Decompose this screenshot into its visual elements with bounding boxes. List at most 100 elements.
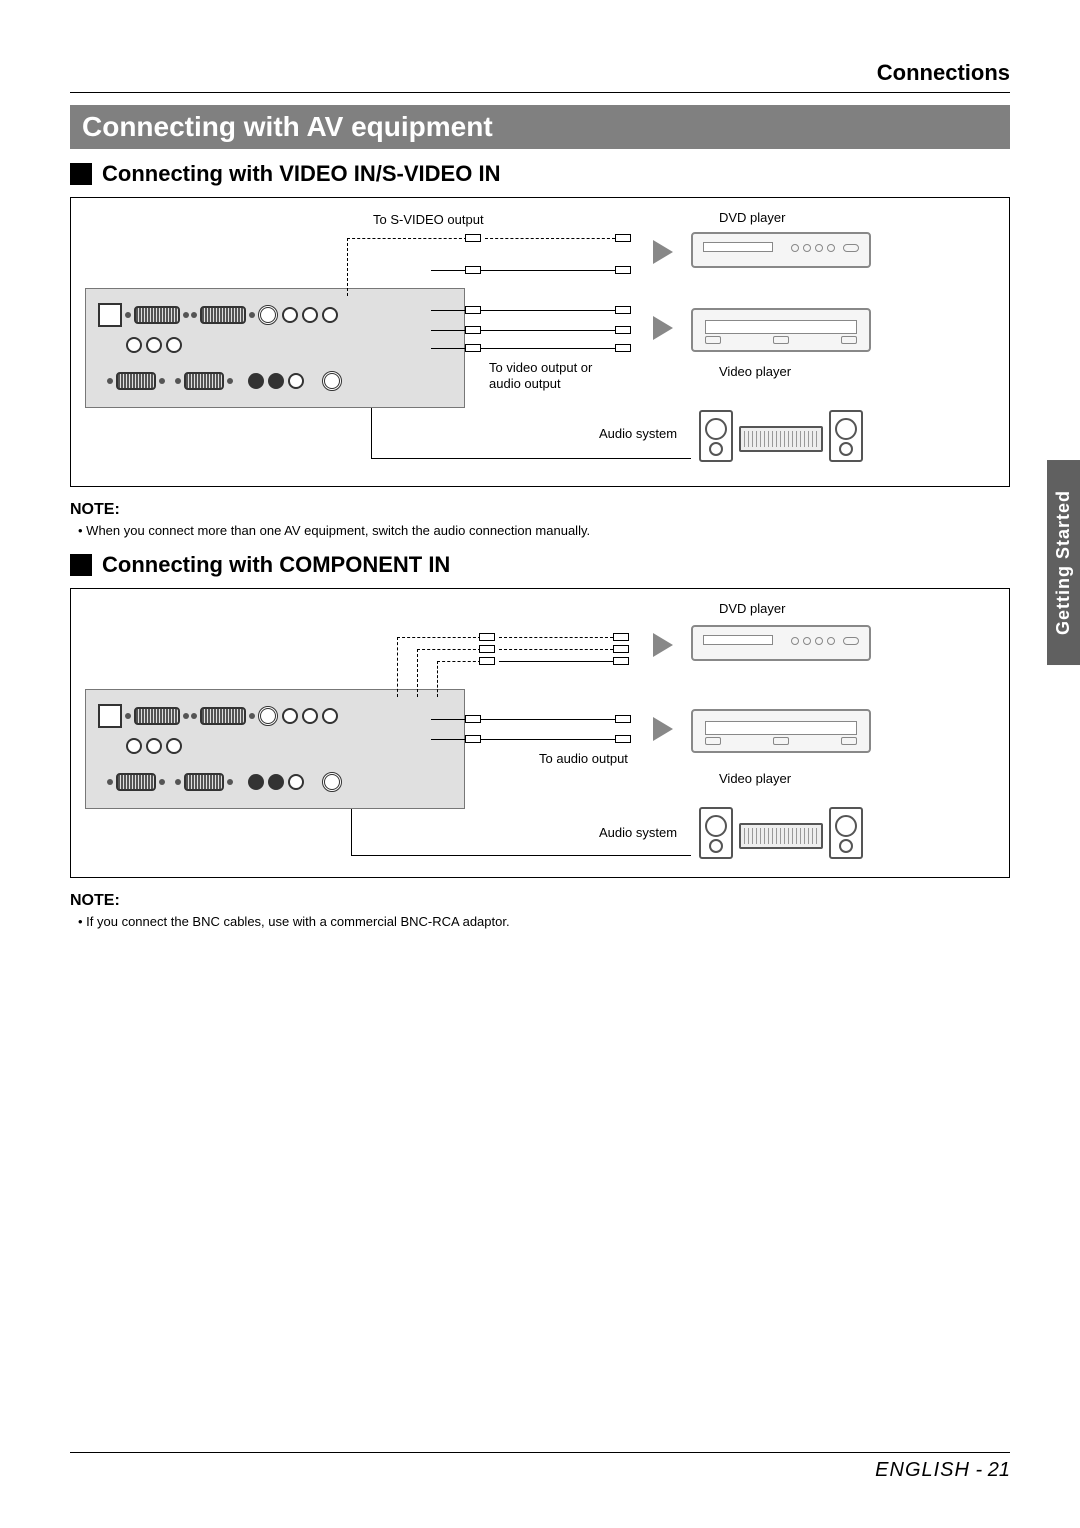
cable-connector-icon	[613, 645, 629, 653]
component-pb-port-icon	[302, 708, 318, 724]
cable-line	[499, 661, 613, 662]
footer-rule	[70, 1452, 1010, 1453]
port-screw-icon	[227, 378, 233, 384]
audio-jack-icon	[288, 774, 304, 790]
cable-line	[431, 330, 617, 331]
cable-connector-icon	[615, 735, 631, 743]
subsection-title: Connecting with VIDEO IN/S-VIDEO IN	[102, 161, 500, 187]
audio-jack-icon	[248, 774, 264, 790]
cable-line	[485, 238, 615, 239]
rca-port-icon	[126, 738, 142, 754]
cable-line	[351, 809, 352, 855]
diagram-video-svideo: To S-VIDEO output DVD player To video ou…	[70, 197, 1010, 487]
cable-line	[431, 270, 617, 271]
label-video-player: Video player	[719, 771, 791, 787]
cable-line	[431, 348, 617, 349]
bullet-square-icon	[70, 163, 92, 185]
cable-connector-icon	[479, 657, 495, 665]
note-text: • If you connect the BNC cables, use wit…	[88, 914, 1010, 929]
cable-connector-icon	[613, 657, 629, 665]
cable-line	[437, 661, 481, 662]
arrow-right-icon	[653, 240, 673, 264]
section-header: Connections	[70, 60, 1010, 86]
cable-connector-icon	[465, 326, 481, 334]
cable-line	[437, 661, 438, 697]
cable-connector-icon	[479, 633, 495, 641]
cable-line	[347, 238, 348, 296]
label-dvd: DVD player	[719, 601, 785, 617]
cable-connector-icon	[465, 266, 481, 274]
arrow-right-icon	[653, 316, 673, 340]
label-audio-system: Audio system	[599, 426, 677, 442]
port-screw-icon	[107, 779, 113, 785]
cable-connector-icon	[465, 306, 481, 314]
subsection-heading-row: Connecting with VIDEO IN/S-VIDEO IN	[70, 161, 1010, 187]
page-footer: ENGLISH - 21	[70, 1452, 1010, 1482]
lan-port-icon	[98, 704, 122, 728]
cable-line	[431, 310, 617, 311]
label-audio-system: Audio system	[599, 825, 677, 841]
cable-line	[431, 719, 617, 720]
port-screw-icon	[159, 378, 165, 384]
cable-connector-icon	[465, 234, 481, 242]
subsection-title: Connecting with COMPONENT IN	[102, 552, 450, 578]
port-screw-icon	[125, 713, 131, 719]
cable-connector-icon	[615, 234, 631, 242]
port-screw-icon	[107, 378, 113, 384]
port-screw-icon	[125, 312, 131, 318]
header-rule	[70, 92, 1010, 93]
speaker-right-icon	[829, 807, 863, 859]
audio-jack-icon	[268, 373, 284, 389]
serial-port-icon	[184, 372, 224, 390]
audio-out-icon	[322, 772, 342, 792]
cable-line	[499, 649, 613, 650]
dvd-player-icon	[691, 625, 871, 661]
arrow-right-icon	[653, 717, 673, 741]
cable-connector-icon	[615, 266, 631, 274]
page-banner: Connecting with AV equipment	[70, 105, 1010, 149]
amplifier-icon	[739, 426, 823, 452]
speaker-left-icon	[699, 410, 733, 462]
cable-connector-icon	[465, 715, 481, 723]
port-screw-icon	[175, 378, 181, 384]
cable-connector-icon	[479, 645, 495, 653]
note-bullet: •	[78, 523, 86, 538]
audio-jack-icon	[288, 373, 304, 389]
audio-out-icon	[322, 371, 342, 391]
dvd-player-icon	[691, 232, 871, 268]
cable-connector-icon	[615, 344, 631, 352]
cable-line	[397, 637, 481, 638]
arrow-right-icon	[653, 633, 673, 657]
serial-port-icon	[116, 773, 156, 791]
audio-jack-icon	[268, 774, 284, 790]
serial-port-icon	[184, 773, 224, 791]
footer-page-number: 21	[988, 1459, 1010, 1481]
label-svideo: To S-VIDEO output	[373, 212, 484, 228]
vga-port-icon	[134, 707, 180, 725]
cable-line	[431, 739, 617, 740]
note-text: • When you connect more than one AV equi…	[88, 523, 1010, 538]
note-body: When you connect more than one AV equipm…	[86, 523, 590, 538]
rca-port-icon	[126, 337, 142, 353]
cable-connector-icon	[465, 735, 481, 743]
port-screw-icon	[175, 779, 181, 785]
port-screw-icon	[191, 312, 197, 318]
svideo-port-icon	[258, 305, 278, 325]
note-label: NOTE:	[70, 892, 1010, 910]
speaker-left-icon	[699, 807, 733, 859]
subsection-heading-row: Connecting with COMPONENT IN	[70, 552, 1010, 578]
rca-port-icon	[166, 337, 182, 353]
cable-connector-icon	[613, 633, 629, 641]
cable-line	[417, 649, 418, 697]
vga-port-icon	[200, 306, 246, 324]
rca-port-icon	[282, 307, 298, 323]
projector-panel	[85, 689, 465, 809]
cable-line	[371, 408, 372, 458]
amplifier-icon	[739, 823, 823, 849]
rca-port-icon	[322, 307, 338, 323]
component-y-port-icon	[282, 708, 298, 724]
video-player-icon	[691, 308, 871, 352]
rca-port-icon	[146, 738, 162, 754]
note-bullet: •	[78, 914, 86, 929]
cable-line	[351, 855, 691, 856]
